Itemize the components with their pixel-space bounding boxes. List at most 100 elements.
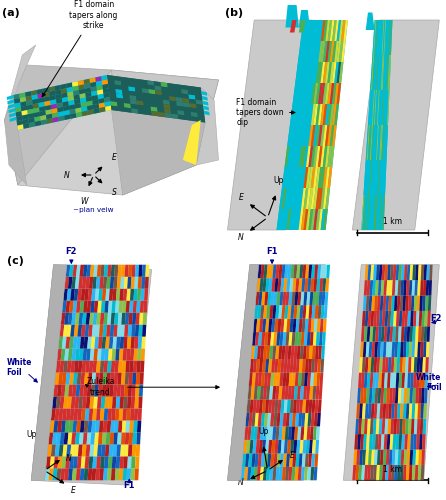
Polygon shape (124, 444, 128, 456)
Polygon shape (330, 62, 334, 83)
Polygon shape (268, 440, 273, 454)
Polygon shape (361, 195, 364, 230)
Polygon shape (9, 112, 16, 117)
Polygon shape (316, 209, 321, 230)
Polygon shape (402, 296, 406, 311)
Polygon shape (356, 404, 360, 418)
Polygon shape (70, 109, 76, 114)
Polygon shape (148, 89, 156, 94)
Text: F1: F1 (266, 247, 278, 256)
Polygon shape (401, 372, 405, 388)
Polygon shape (397, 404, 401, 418)
Polygon shape (120, 456, 124, 468)
Polygon shape (405, 296, 409, 311)
Polygon shape (177, 106, 184, 111)
Polygon shape (290, 20, 297, 32)
Polygon shape (282, 332, 286, 345)
Polygon shape (407, 372, 411, 388)
Polygon shape (316, 426, 320, 440)
Polygon shape (116, 396, 120, 408)
Polygon shape (357, 434, 361, 450)
Polygon shape (412, 326, 416, 342)
Polygon shape (99, 420, 103, 432)
Polygon shape (318, 125, 322, 146)
Polygon shape (129, 95, 136, 100)
Polygon shape (144, 300, 148, 312)
Polygon shape (76, 264, 81, 276)
Polygon shape (273, 467, 277, 480)
Polygon shape (299, 104, 304, 125)
Polygon shape (258, 292, 262, 305)
Polygon shape (398, 434, 402, 450)
Polygon shape (379, 20, 382, 55)
Polygon shape (307, 20, 312, 41)
Polygon shape (382, 418, 385, 434)
Polygon shape (376, 357, 380, 372)
Polygon shape (387, 264, 391, 280)
Polygon shape (372, 20, 376, 55)
Polygon shape (125, 432, 129, 444)
Polygon shape (290, 264, 294, 278)
Polygon shape (303, 20, 308, 41)
Polygon shape (314, 41, 318, 62)
Polygon shape (322, 332, 326, 345)
Polygon shape (407, 388, 410, 404)
Polygon shape (283, 318, 287, 332)
Polygon shape (423, 342, 426, 357)
Polygon shape (381, 372, 385, 388)
Polygon shape (401, 434, 405, 450)
Polygon shape (377, 90, 380, 125)
Polygon shape (69, 264, 74, 276)
Polygon shape (388, 55, 390, 90)
Polygon shape (341, 41, 346, 62)
Polygon shape (360, 434, 364, 450)
Polygon shape (294, 426, 298, 440)
Polygon shape (380, 125, 383, 160)
Polygon shape (96, 85, 103, 90)
Polygon shape (313, 332, 317, 345)
Polygon shape (95, 288, 99, 300)
Polygon shape (337, 20, 341, 41)
Text: E: E (290, 452, 294, 460)
Polygon shape (227, 20, 312, 230)
Polygon shape (419, 372, 422, 388)
Polygon shape (382, 357, 386, 372)
Polygon shape (392, 326, 396, 342)
Polygon shape (289, 278, 293, 291)
Polygon shape (70, 360, 75, 372)
Polygon shape (270, 413, 274, 426)
Polygon shape (385, 357, 388, 372)
Polygon shape (361, 372, 365, 388)
Polygon shape (52, 432, 57, 444)
Polygon shape (324, 305, 327, 318)
Polygon shape (91, 90, 98, 96)
Polygon shape (127, 396, 132, 408)
Polygon shape (107, 312, 112, 324)
Polygon shape (381, 90, 384, 125)
Polygon shape (35, 120, 41, 126)
Polygon shape (111, 264, 115, 276)
Polygon shape (397, 296, 401, 311)
Polygon shape (304, 167, 309, 188)
Polygon shape (379, 465, 383, 480)
Polygon shape (135, 324, 139, 336)
Polygon shape (78, 80, 84, 86)
Polygon shape (286, 188, 292, 209)
Polygon shape (370, 125, 373, 160)
Polygon shape (330, 83, 334, 104)
Polygon shape (294, 209, 299, 230)
Polygon shape (83, 384, 88, 396)
Polygon shape (140, 360, 145, 372)
Polygon shape (417, 296, 420, 311)
Polygon shape (294, 146, 299, 167)
Polygon shape (66, 336, 70, 348)
Polygon shape (425, 357, 429, 372)
Polygon shape (100, 360, 104, 372)
Polygon shape (156, 99, 163, 104)
Polygon shape (122, 300, 127, 312)
Polygon shape (269, 346, 273, 359)
Polygon shape (365, 357, 368, 372)
Polygon shape (111, 106, 118, 111)
Polygon shape (395, 450, 398, 465)
Polygon shape (141, 84, 148, 89)
